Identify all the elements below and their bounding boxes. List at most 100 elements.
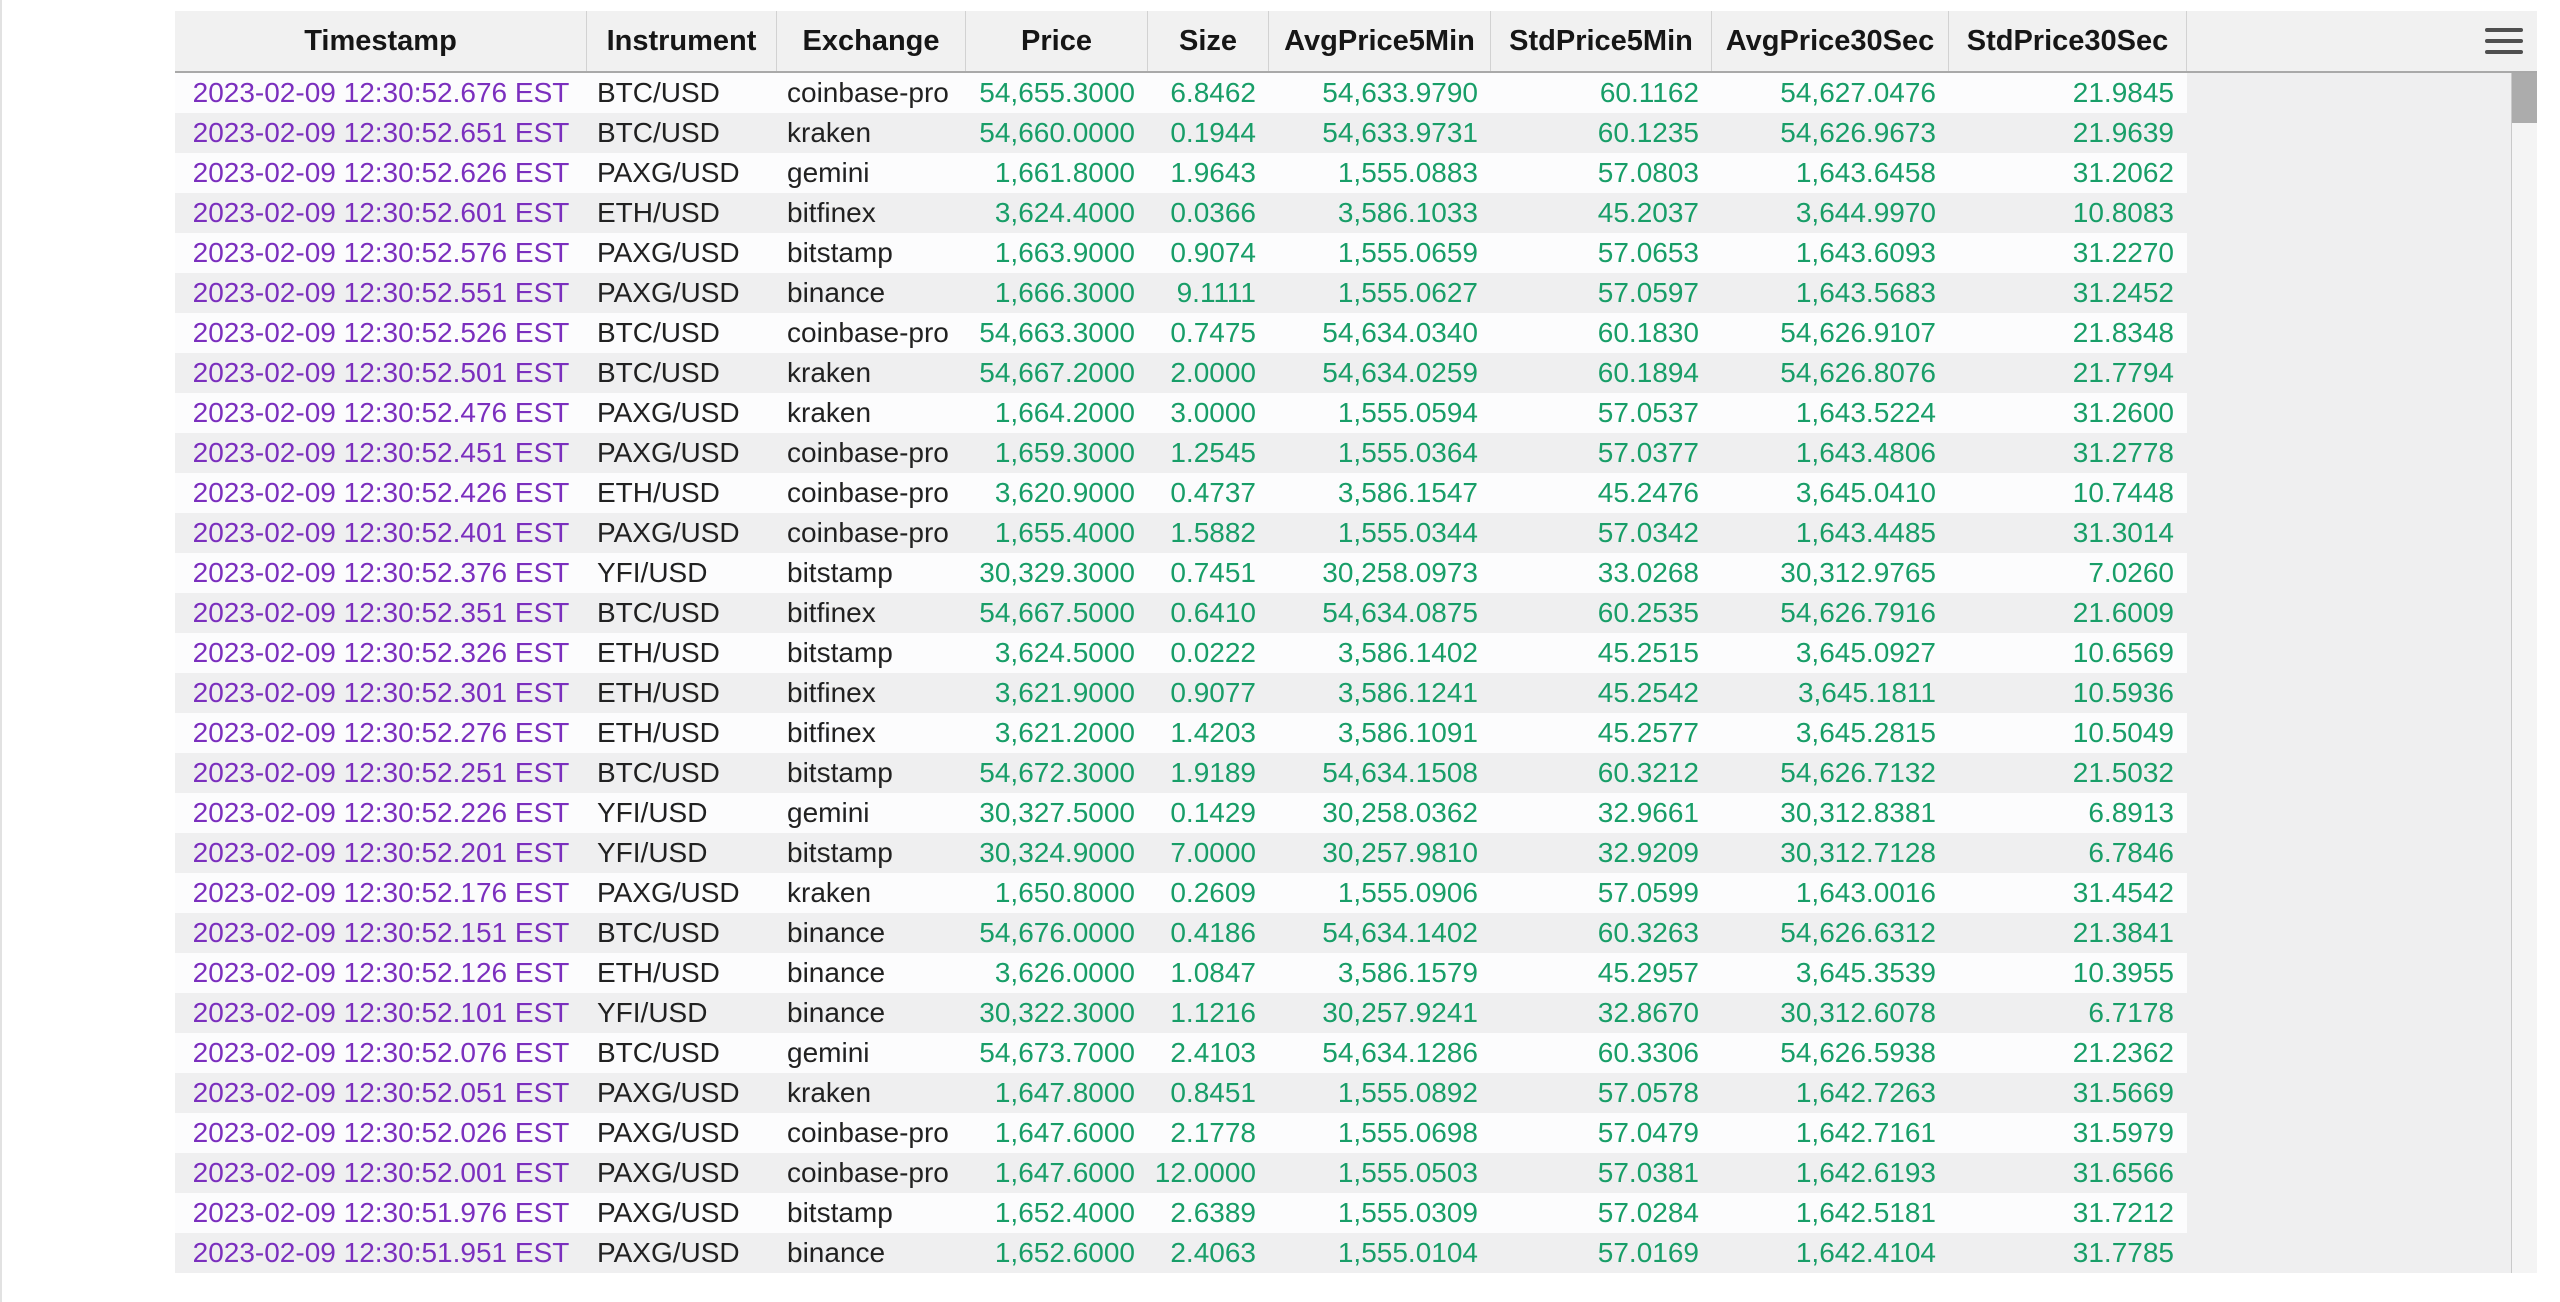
avgprice5min-cell: 1,555.0698 <box>1337 1117 1478 1148</box>
table-row: 2023-02-09 12:30:52.026 EST PAXG/USD coinb… <box>175 1113 2187 1153</box>
stdprice30sec-cell: 21.8348 <box>2072 317 2174 348</box>
stdprice5min-cell: 60.1162 <box>1599 77 1699 108</box>
stdprice5min-cell: 57.0377 <box>1597 437 1699 468</box>
stdprice5min-cell: 57.0169 <box>1597 1237 1699 1268</box>
stdprice5min-cell: 57.0284 <box>1597 1197 1699 1228</box>
size-cell: 2.6389 <box>1170 1197 1256 1228</box>
price-cell: 54,663.3000 <box>979 317 1135 348</box>
price-cell: 1,666.3000 <box>994 277 1135 308</box>
exchange-cell: coinbase-pro <box>787 437 949 468</box>
vertical-scrollbar[interactable] <box>2511 73 2537 1273</box>
instrument-cell: PAXG/USD <box>597 397 740 428</box>
stdprice30sec-cell: 31.5669 <box>2072 1077 2174 1108</box>
stdprice30sec-cell: 10.7448 <box>2072 477 2174 508</box>
timestamp-cell: 2023-02-09 12:30:52.401 EST <box>192 517 570 548</box>
exchange-cell: bitfinex <box>787 717 876 748</box>
stdprice5min-cell: 45.2577 <box>1597 717 1699 748</box>
avgprice5min-cell: 3,586.1091 <box>1337 717 1478 748</box>
instrument-cell: YFI/USD <box>597 797 708 828</box>
price-cell: 1,663.9000 <box>994 237 1135 268</box>
timestamp-cell: 2023-02-09 12:30:52.476 EST <box>192 397 570 428</box>
stdprice30sec-cell: 31.2452 <box>2072 277 2174 308</box>
avgprice5min-cell: 1,555.0892 <box>1337 1077 1478 1108</box>
instrument-cell: PAXG/USD <box>597 437 740 468</box>
timestamp-cell: 2023-02-09 12:30:52.326 EST <box>192 637 570 668</box>
stdprice30sec-cell: 31.3014 <box>2072 517 2174 548</box>
market-data-table: Timestamp Instrument Exchange Price Size AvgP… <box>175 11 2537 1273</box>
column-header-size: Size <box>1148 11 1269 71</box>
size-cell: 0.4737 <box>1170 477 1256 508</box>
table-row: 2023-02-09 12:30:52.251 EST BTC/USD bitsta… <box>175 753 2187 793</box>
timestamp-cell: 2023-02-09 12:30:52.201 EST <box>192 837 570 868</box>
price-cell: 1,647.6000 <box>994 1117 1135 1148</box>
avgprice5min-cell: 54,634.0875 <box>1322 597 1478 628</box>
stdprice30sec-cell: 10.5936 <box>2072 677 2174 708</box>
avgprice5min-cell: 3,586.1241 <box>1337 677 1478 708</box>
exchange-cell: bitstamp <box>787 637 893 668</box>
timestamp-cell: 2023-02-09 12:30:52.076 EST <box>192 1037 570 1068</box>
instrument-cell: PAXG/USD <box>597 237 740 268</box>
stdprice5min-cell: 60.3306 <box>1597 1037 1699 1068</box>
size-cell: 1.2545 <box>1170 437 1256 468</box>
avgprice30sec-cell: 1,642.4104 <box>1795 1237 1936 1268</box>
timestamp-cell: 2023-02-09 12:30:52.551 EST <box>192 277 570 308</box>
size-cell: 0.1944 <box>1170 117 1256 148</box>
avgprice5min-cell: 54,633.9790 <box>1322 77 1478 108</box>
exchange-cell: coinbase-pro <box>787 517 949 548</box>
timestamp-cell: 2023-02-09 12:30:52.151 EST <box>192 917 570 948</box>
size-cell: 1.9189 <box>1170 757 1256 788</box>
timestamp-cell: 2023-02-09 12:30:52.501 EST <box>192 357 570 388</box>
table-row: 2023-02-09 12:30:52.226 EST YFI/USD gemini… <box>175 793 2187 833</box>
instrument-cell: ETH/USD <box>597 957 720 988</box>
instrument-cell: PAXG/USD <box>597 1077 740 1108</box>
table-row: 2023-02-09 12:30:52.301 EST ETH/USD bitfin… <box>175 673 2187 713</box>
stdprice30sec-cell: 6.7846 <box>2088 837 2174 868</box>
instrument-cell: PAXG/USD <box>597 517 740 548</box>
stdprice30sec-cell: 21.3841 <box>2072 917 2174 948</box>
table-row: 2023-02-09 12:30:52.201 EST YFI/USD bitsta… <box>175 833 2187 873</box>
table-row: 2023-02-09 12:30:52.051 EST PAXG/USD krake… <box>175 1073 2187 1113</box>
scrollbar-thumb[interactable] <box>2512 73 2537 123</box>
exchange-cell: kraken <box>787 357 872 388</box>
exchange-cell: binance <box>787 957 886 988</box>
price-cell: 1,661.8000 <box>994 157 1135 188</box>
instrument-cell: ETH/USD <box>597 677 720 708</box>
stdprice30sec-cell: 10.5049 <box>2072 717 2174 748</box>
timestamp-cell: 2023-02-09 12:30:52.626 EST <box>192 157 570 188</box>
timestamp-cell: 2023-02-09 12:30:52.001 EST <box>192 1157 570 1188</box>
avgprice5min-cell: 54,634.1508 <box>1322 757 1478 788</box>
avgprice30sec-cell: 1,643.4806 <box>1795 437 1936 468</box>
price-cell: 3,624.5000 <box>994 637 1135 668</box>
avgprice30sec-cell: 3,645.3539 <box>1795 957 1936 988</box>
size-cell: 1.4203 <box>1170 717 1256 748</box>
table-row: 2023-02-09 12:30:52.101 EST YFI/USD binanc… <box>175 993 2187 1033</box>
avgprice5min-cell: 54,634.1286 <box>1322 1037 1478 1068</box>
table-row: 2023-02-09 12:30:52.151 EST BTC/USD binanc… <box>175 913 2187 953</box>
timestamp-cell: 2023-02-09 12:30:52.651 EST <box>192 117 570 148</box>
avgprice30sec-cell: 3,645.0410 <box>1795 477 1936 508</box>
price-cell: 30,329.3000 <box>979 557 1135 588</box>
size-cell: 0.9074 <box>1170 237 1256 268</box>
stdprice30sec-cell: 6.7178 <box>2088 997 2174 1028</box>
size-cell: 9.1111 <box>1176 277 1256 308</box>
stdprice5min-cell: 32.8670 <box>1597 997 1699 1028</box>
size-cell: 0.7451 <box>1170 557 1256 588</box>
stdprice30sec-cell: 10.3955 <box>2072 957 2174 988</box>
size-cell: 0.4186 <box>1170 917 1256 948</box>
avgprice30sec-cell: 54,626.9107 <box>1780 317 1936 348</box>
price-cell: 1,647.6000 <box>994 1157 1135 1188</box>
price-cell: 1,652.6000 <box>994 1237 1135 1268</box>
hamburger-menu-icon[interactable] <box>2485 28 2523 54</box>
stdprice30sec-cell: 31.7212 <box>2072 1197 2174 1228</box>
timestamp-cell: 2023-02-09 12:30:52.526 EST <box>192 317 570 348</box>
stdprice30sec-cell: 10.8083 <box>2072 197 2174 228</box>
avgprice30sec-cell: 3,645.0927 <box>1795 637 1936 668</box>
size-cell: 2.4103 <box>1170 1037 1256 1068</box>
avgprice5min-cell: 1,555.0104 <box>1337 1237 1478 1268</box>
instrument-cell: PAXG/USD <box>597 157 740 188</box>
exchange-cell: binance <box>787 277 886 308</box>
size-cell: 0.2609 <box>1170 877 1256 908</box>
avgprice5min-cell: 30,258.0973 <box>1322 557 1478 588</box>
price-cell: 54,673.7000 <box>979 1037 1135 1068</box>
table-row: 2023-02-09 12:30:51.976 EST PAXG/USD bitst… <box>175 1193 2187 1233</box>
